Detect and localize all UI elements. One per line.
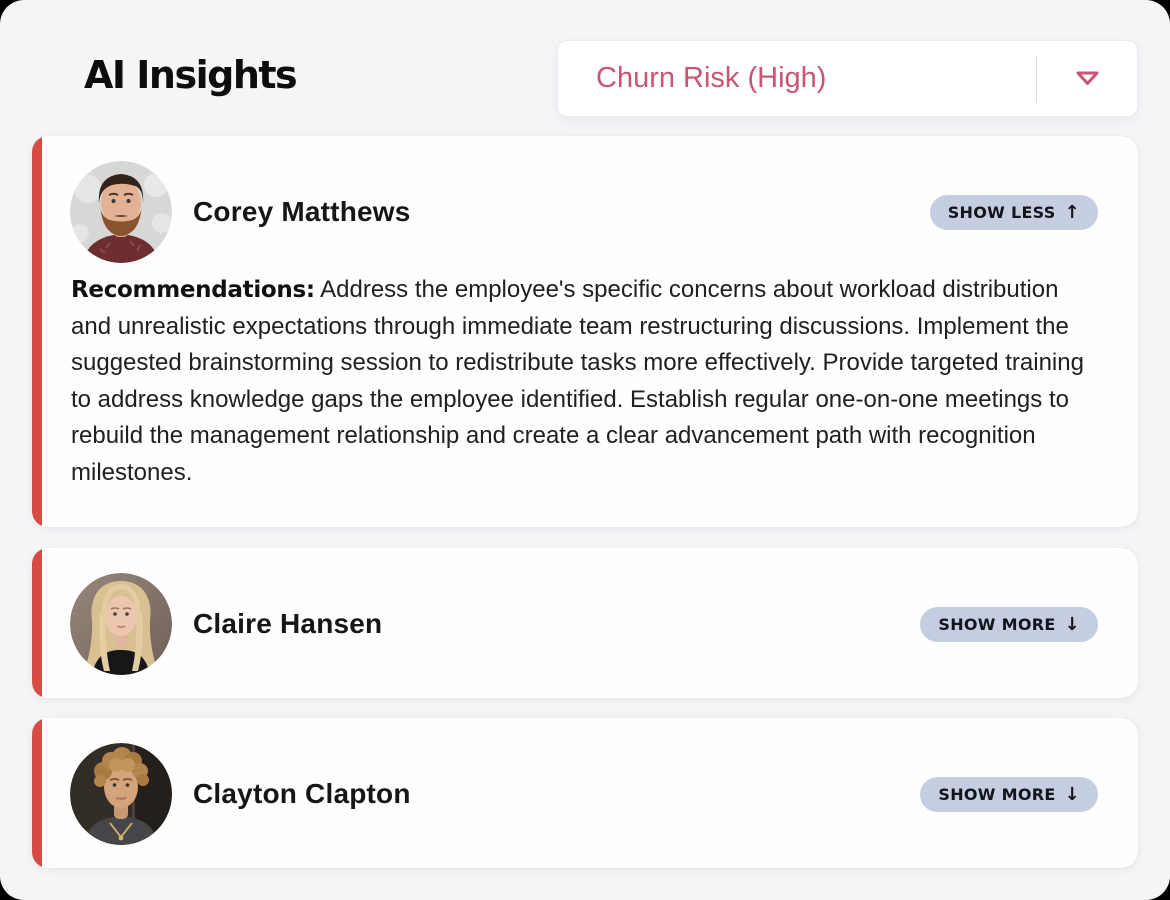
card-header: Corey Matthews SHOW LESS ↑: [42, 136, 1138, 263]
filter-selected-value: Churn Risk (High): [596, 62, 827, 94]
employee-name: Corey Matthews: [193, 196, 411, 227]
toggle-button-label: SHOW LESS: [947, 202, 1056, 222]
card-content: Clayton Clapton SHOW MORE ↓: [42, 718, 1138, 868]
recommendations-label: Recommendations:: [71, 277, 315, 303]
recommendations-paragraph: Recommendations: Address the employee's …: [71, 272, 1096, 492]
chevron-down-icon[interactable]: [1037, 69, 1137, 88]
card-content: Claire Hansen SHOW MORE ↓: [42, 548, 1138, 698]
show-more-button[interactable]: SHOW MORE ↓: [920, 776, 1098, 812]
corey-matthews-avatar: [70, 161, 172, 263]
employee-name: Clayton Clapton: [193, 778, 411, 809]
arrow-down-icon: ↓: [1064, 783, 1080, 805]
insight-card-claire-hansen: Claire Hansen SHOW MORE ↓: [32, 548, 1138, 698]
arrow-up-icon: ↑: [1064, 201, 1080, 223]
insight-card-corey-matthews: Corey Matthews SHOW LESS ↑ Recommendatio…: [32, 136, 1138, 527]
clayton-clapton-avatar: [70, 743, 172, 845]
claire-hansen-avatar: [70, 573, 172, 675]
toggle-button-label: SHOW MORE: [938, 784, 1056, 804]
card-content: Corey Matthews SHOW LESS ↑ Recommendatio…: [42, 136, 1138, 527]
dropdown-divider: [1036, 55, 1037, 102]
recommendations-body: Address the employee's specific concerns…: [71, 276, 1084, 486]
show-more-button[interactable]: SHOW MORE ↓: [920, 606, 1098, 642]
page-title: AI Insights: [84, 53, 298, 97]
churn-risk-filter-dropdown[interactable]: Churn Risk (High): [557, 40, 1138, 117]
arrow-down-icon: ↓: [1064, 613, 1080, 635]
card-header: Clayton Clapton SHOW MORE ↓: [42, 718, 1138, 845]
card-header: Claire Hansen SHOW MORE ↓: [42, 548, 1138, 675]
employee-name: Claire Hansen: [193, 608, 383, 639]
show-less-button[interactable]: SHOW LESS ↑: [929, 194, 1098, 230]
toggle-button-label: SHOW MORE: [938, 614, 1056, 634]
insight-card-clayton-clapton: Clayton Clapton SHOW MORE ↓: [32, 718, 1138, 868]
